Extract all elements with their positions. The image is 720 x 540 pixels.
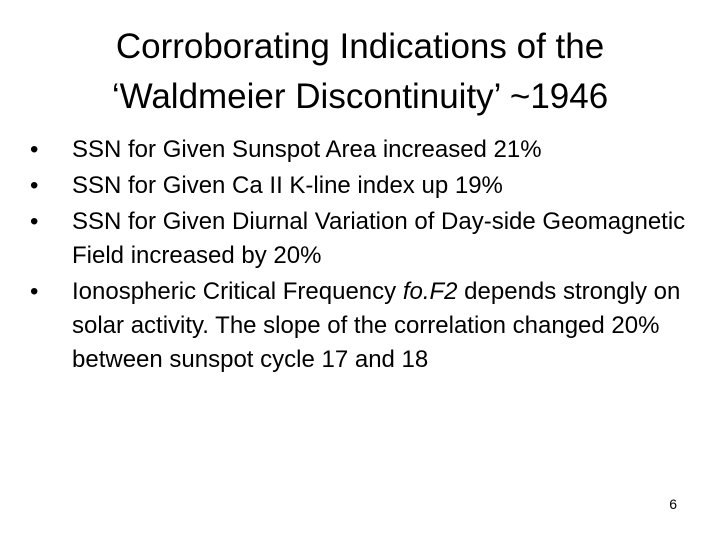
page-number: 6 xyxy=(669,496,677,512)
bullet-text: SSN for Given Diurnal Variation of Day-s… xyxy=(72,208,686,269)
bullet-item: SSN for Given Ca II K-line index up 19% xyxy=(30,169,687,203)
slide-title: Corroborating Indications of the ‘Waldmei… xyxy=(0,22,720,122)
bullet-text: SSN for Given Ca II K-line index up 19% xyxy=(72,172,503,199)
bullet-text: depends strongly on solar activity. The … xyxy=(72,278,681,373)
bullet-item: SSN for Given Sunspot Area increased 21% xyxy=(30,133,687,167)
title-line: ‘Waldmeier Discontinuity’ ~1946 xyxy=(111,77,609,116)
italic-text: fo.F2 xyxy=(402,278,458,305)
bullet-text: Ionospheric Critical Frequency xyxy=(72,278,403,305)
bullet-item: SSN for Given Diurnal Variation of Day-s… xyxy=(30,205,687,273)
bullet-list: SSN for Given Sunspot Area increased 21%… xyxy=(30,133,687,379)
bullet-item: Ionospheric Critical Frequency fo.F2 dep… xyxy=(30,275,687,377)
bullet-text: SSN for Given Sunspot Area increased 21% xyxy=(72,136,542,163)
title-line: Corroborating Indications of the xyxy=(115,27,605,66)
